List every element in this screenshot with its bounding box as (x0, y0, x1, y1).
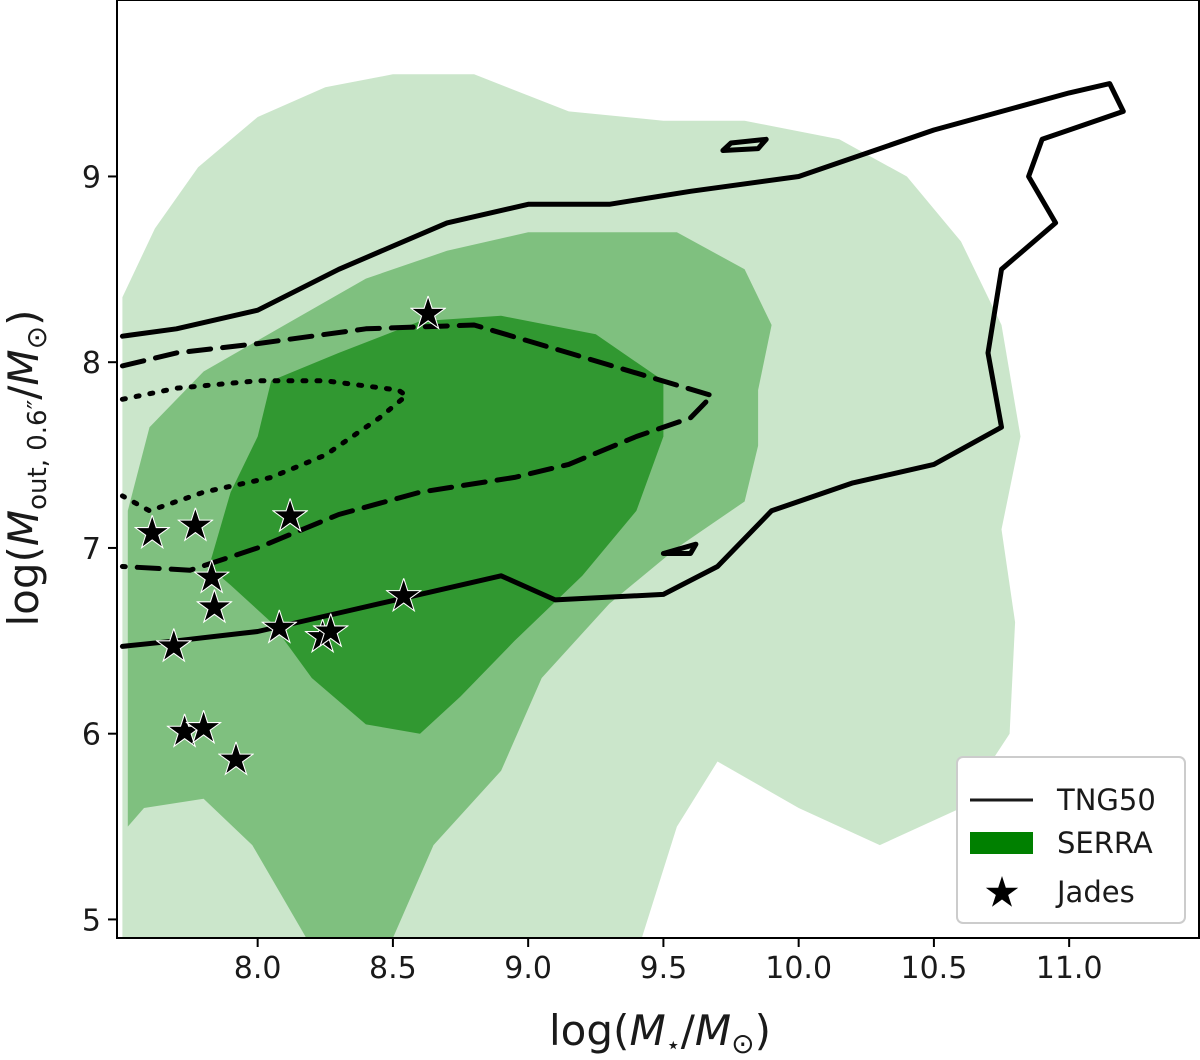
y-tick-label: 6 (82, 718, 101, 753)
y-tick-label: 9 (82, 160, 101, 195)
tng50-contours (119, 81, 1126, 649)
x-tick-label: 8.0 (234, 951, 282, 986)
x-axis: 8.0 8.5 9.0 9.5 10.0 10.5 11.0 (234, 938, 1103, 986)
legend-jades-label: Jades (1055, 875, 1135, 909)
tng50-contour-solid-2 (720, 136, 769, 153)
x-tick-label: 9.0 (504, 951, 552, 986)
x-tick-label: 10.0 (765, 951, 832, 986)
legend: TNG50 SERRA Jades (956, 756, 1186, 924)
tng50-contour-dashed-4 (119, 322, 715, 573)
x-tick-label: 9.5 (640, 951, 688, 986)
legend-serra-patch (970, 832, 1033, 854)
tng50-contour-solid-1 (119, 81, 1126, 649)
y-tick-label: 8 (82, 346, 101, 381)
tng50-contour-solid-3 (660, 541, 699, 556)
legend-serra-label: SERRA (1057, 826, 1153, 860)
y-axis: 5 6 7 8 9 (82, 160, 117, 938)
x-tick-label: 8.5 (369, 951, 417, 986)
x-tick-label: 10.5 (901, 951, 968, 986)
y-axis-label: log(Mout, 0.6″/M⊙) (0, 309, 53, 626)
y-tick-label: 7 (82, 532, 101, 567)
legend-tng50-label: TNG50 (1056, 783, 1156, 817)
y-tick-label: 5 (82, 903, 101, 938)
x-tick-label: 11.0 (1036, 951, 1103, 986)
x-axis-label: log(M⋆/M⊙) (549, 1006, 771, 1060)
plot-frame (116, 0, 1200, 939)
